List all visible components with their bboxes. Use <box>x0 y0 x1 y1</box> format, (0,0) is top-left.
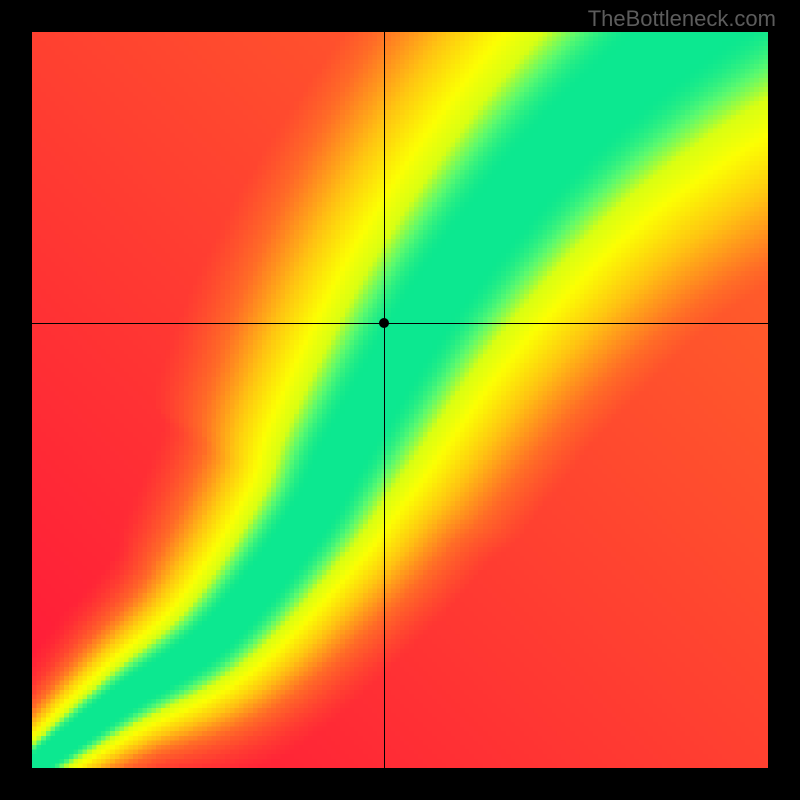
crosshair-vertical <box>384 32 385 768</box>
watermark-text: TheBottleneck.com <box>588 6 776 32</box>
marker-dot <box>379 318 389 328</box>
heatmap-canvas <box>32 32 768 768</box>
chart-container: TheBottleneck.com <box>0 0 800 800</box>
heatmap-plot <box>32 32 768 768</box>
crosshair-horizontal <box>32 323 768 324</box>
